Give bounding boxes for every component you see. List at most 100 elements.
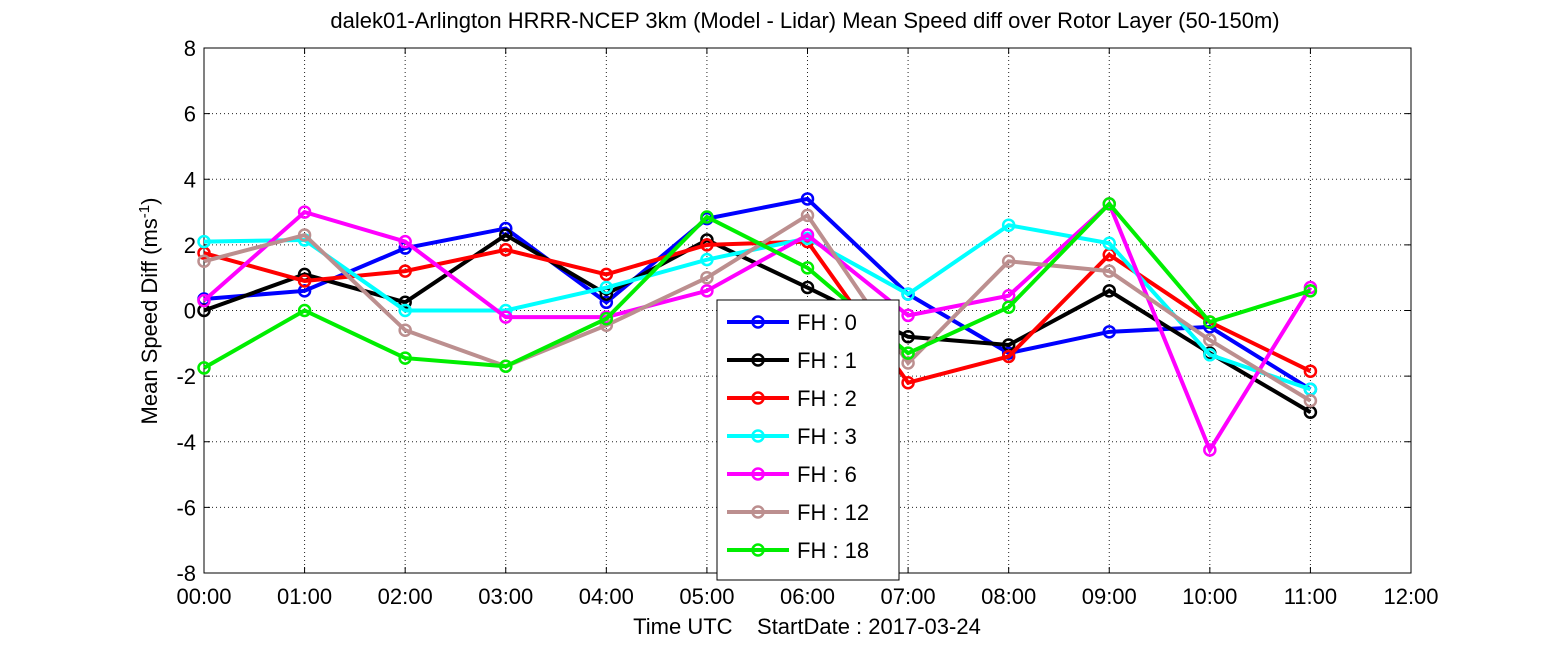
data-point: [800, 208, 815, 223]
data-point: [1001, 349, 1016, 364]
data-point: [1203, 333, 1217, 347]
data-point: [800, 280, 815, 295]
legend-item: FH : 12: [727, 500, 869, 525]
data-point: [197, 254, 211, 269]
x-tick-label: 11:00: [1284, 584, 1337, 609]
legend-marker: [751, 391, 765, 405]
x-tick-label: 10:00: [1182, 584, 1237, 609]
y-tick-labels: -8 -6 -4 -2 0 2 4 6 8: [176, 36, 196, 586]
legend: FH : 0 FH : 1 FH : 2 FH : 3 FH : 6 FH : 12 FH …: [716, 299, 900, 581]
legend-label: FH : 6: [797, 462, 857, 487]
x-axis-label: Time UTC StartDate : 2017-03-24: [633, 614, 981, 639]
series-line: [203, 212, 1312, 403]
data-point: [700, 270, 714, 285]
data-point: [398, 323, 412, 337]
legend-marker: [751, 429, 765, 443]
data-point: [1001, 254, 1016, 269]
legend-label: FH : 2: [797, 386, 857, 411]
legend-item: FH : 0: [727, 310, 857, 335]
data-point: [297, 303, 312, 318]
x-tick-label: 06:00: [780, 584, 835, 609]
data-point: [1102, 236, 1116, 250]
y-tick-label: -8: [176, 561, 196, 586]
x-tick-label: 12:00: [1383, 584, 1438, 609]
x-tick-label: 05:00: [679, 584, 734, 609]
x-tick-label: 09:00: [1082, 584, 1137, 609]
chart-title: dalek01-Arlington HRRR-NCEP 3km (Model -…: [330, 8, 1279, 33]
data-point: [901, 287, 915, 301]
data-point: [1303, 284, 1318, 298]
legend-marker: [751, 467, 765, 481]
legend-marker: [751, 505, 765, 519]
data-point: [1001, 300, 1016, 314]
data-point: [1203, 348, 1217, 362]
y-tick-label: 8: [184, 36, 196, 61]
legend-item: FH : 6: [727, 462, 857, 487]
data-point: [499, 310, 513, 324]
x-tick-label: 00:00: [176, 584, 231, 609]
x-tick-label: 01:00: [277, 584, 332, 609]
data-point: [297, 205, 312, 219]
data-point: [499, 228, 513, 242]
series-line: [202, 200, 1313, 455]
data-point: [901, 308, 915, 323]
y-axis-label-superscript: -1: [136, 205, 153, 218]
legend-label: FH : 12: [797, 500, 869, 525]
data-point: [398, 234, 412, 249]
legend-item: FH : 3: [727, 424, 857, 449]
data-point: [1203, 443, 1217, 457]
y-tick-label: -4: [176, 430, 196, 455]
data-point: [398, 264, 412, 278]
series-line: [203, 200, 1312, 370]
data-point: [800, 261, 815, 275]
series-6: [197, 197, 1318, 375]
y-axis-label-close: ): [137, 198, 162, 205]
legend-label: FH : 1: [797, 348, 857, 373]
data-point: [398, 303, 412, 318]
data-point: [901, 330, 915, 344]
data-point: [599, 295, 614, 310]
legend-label: FH : 18: [797, 538, 869, 563]
y-tick-label: 2: [184, 233, 196, 258]
x-tick-label: 07:00: [881, 584, 936, 609]
legend-box: [716, 299, 900, 581]
data-point: [1001, 218, 1016, 232]
y-tick-label: 0: [184, 299, 196, 324]
data-point: [1102, 325, 1116, 339]
data-point: [800, 192, 815, 206]
data-point: [398, 295, 412, 310]
x-tick-label: 02:00: [378, 584, 433, 609]
legend-item: FH : 1: [727, 348, 857, 373]
data-point: [599, 311, 614, 326]
data-point: [297, 228, 312, 242]
legend-marker: [751, 543, 765, 557]
legend-label: FH : 3: [797, 424, 857, 449]
series-line: [203, 196, 1312, 391]
x-tick-label: 03:00: [478, 584, 533, 609]
legend-item: FH : 18: [727, 538, 869, 563]
data-point: [700, 252, 714, 267]
y-axis-label: Mean Speed Diff (ms-1): [136, 198, 162, 425]
data-point: [297, 274, 312, 288]
legend-item: FH : 2: [727, 386, 857, 411]
data-point: [1102, 197, 1116, 211]
data-point: [499, 359, 513, 374]
x-tick-label: 04:00: [579, 584, 634, 609]
data-point: [197, 234, 211, 249]
legend-label: FH : 0: [797, 310, 857, 335]
series-group: [197, 192, 1318, 457]
data-point: [599, 267, 614, 282]
y-tick-label: -2: [176, 364, 196, 389]
data-point: [1303, 393, 1318, 408]
y-tick-label: 6: [184, 102, 196, 127]
data-point: [599, 280, 614, 295]
data-point: [700, 284, 714, 298]
data-point: [800, 228, 815, 242]
data-point: [197, 361, 211, 375]
y-tick-label: 4: [184, 167, 196, 192]
data-point: [1102, 284, 1116, 298]
data-point: [197, 293, 211, 308]
data-point: [901, 375, 915, 390]
y-tick-label: -6: [176, 495, 196, 520]
